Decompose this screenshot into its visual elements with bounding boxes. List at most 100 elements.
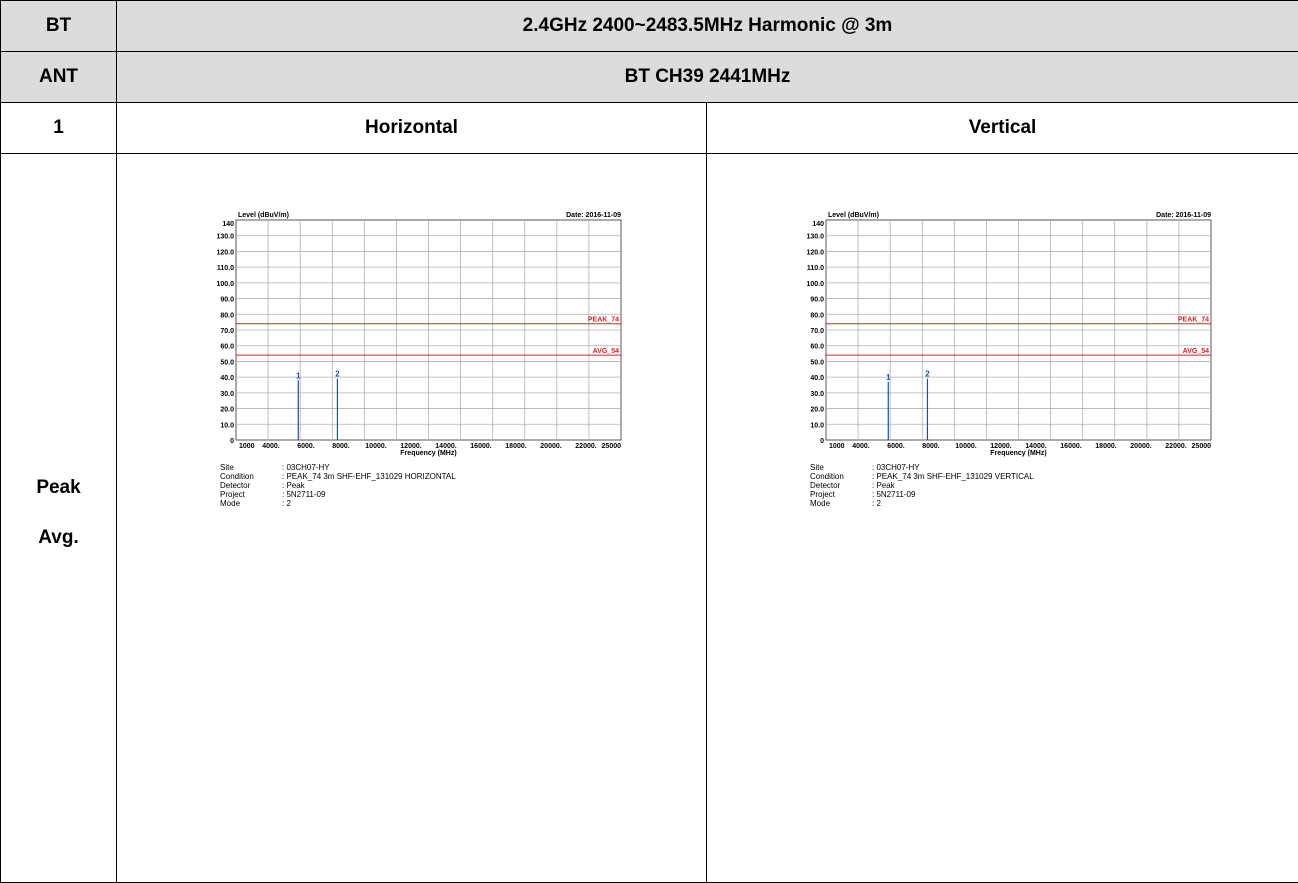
test-info-value: : Peak xyxy=(872,481,895,490)
y-tick-label: 20.0 xyxy=(810,407,824,414)
y-tick-label: 40.0 xyxy=(220,375,234,382)
spectrum-chart: 0 10.0 20.0 30.0 40.0 50.0 60.0 70.0 80.0 90.0 100… xyxy=(216,212,622,457)
x-tick-label: 25000 xyxy=(602,443,622,450)
marker-label: 1 xyxy=(296,371,301,380)
y-tick-labels: 0 10.0 20.0 30.0 40.0 50.0 60.0 70.0 80.0 90.0 100… xyxy=(216,221,234,445)
plot-row: Peak Avg. 0 10.0 20.0 30.0 40.0 50.0 60.0 70.0 8… xyxy=(0,153,1298,883)
y-tick-label: 120.0 xyxy=(806,249,824,256)
x-tick-label: 14000. xyxy=(435,443,456,450)
test-info-row: Mode: 2 xyxy=(220,499,456,508)
y-tick-labels: 0 10.0 20.0 30.0 40.0 50.0 60.0 70.0 80.0 90.0 100… xyxy=(806,221,824,445)
test-info-value: : 5N2711-09 xyxy=(282,490,326,499)
marker-label: 2 xyxy=(925,370,930,379)
grid-lines xyxy=(236,220,621,440)
x-tick-label: 1000 xyxy=(829,443,845,450)
test-info-row: Detector : Peak xyxy=(810,481,1034,490)
x-tick-label: 12000. xyxy=(400,443,421,450)
test-info-key: Condition xyxy=(810,472,844,481)
marker-label: 2 xyxy=(335,370,340,379)
x-tick-label: 18000. xyxy=(1095,443,1116,450)
y-tick-label: 50.0 xyxy=(220,359,234,366)
x-tick-label: 4000. xyxy=(262,443,280,450)
horizontal-header: Horizontal xyxy=(116,102,707,154)
mode-peak-label: Peak xyxy=(36,477,81,498)
y-tick-label: 70.0 xyxy=(220,328,234,335)
x-tick-label: 10000. xyxy=(365,443,386,450)
y-tick-label: 100.0 xyxy=(806,281,824,288)
y-axis-label: Level (dBuV/m) xyxy=(828,212,879,219)
y-tick-label: 30.0 xyxy=(810,391,824,398)
test-info-block: Site: 03CH07-HY Condition: PEAK_74 3m SHF… xyxy=(220,463,456,508)
y-tick-label: 100.0 xyxy=(216,281,234,288)
x-tick-label: 22000. xyxy=(1165,443,1186,450)
test-info-row: Site : 03CH07-HY xyxy=(810,463,1034,472)
test-info-key: Project xyxy=(220,490,245,499)
test-info-key: Detector xyxy=(220,481,251,490)
x-tick-label: 1000 xyxy=(239,443,255,450)
test-info-row: Mode: 2 xyxy=(810,499,1034,508)
y-tick-label: 10.0 xyxy=(220,422,234,429)
test-info-key: Project xyxy=(810,490,835,499)
antenna-label: ANT xyxy=(0,51,117,103)
test-info-row: Project: 5N2711-09 xyxy=(810,490,1034,499)
y-tick-label: 60.0 xyxy=(810,344,824,351)
test-info-key: Site xyxy=(220,463,234,472)
x-tick-label: 25000 xyxy=(1192,443,1212,450)
mode-avg-label: Avg. xyxy=(38,527,79,548)
test-info-row: Condition: PEAK_74 3m SHF-EHF_131029 HOR… xyxy=(220,472,456,481)
y-tick-label: 110.0 xyxy=(807,265,824,272)
test-info-block: Site : 03CH07-HY Condition : PEAK_74 3m SHF… xyxy=(810,463,1034,508)
test-info-value: : Peak xyxy=(282,481,305,490)
y-tick-label: 30.0 xyxy=(220,391,234,398)
x-tick-label: 6000. xyxy=(887,443,905,450)
y-tick-label: 80.0 xyxy=(810,312,824,319)
y-tick-label: 120.0 xyxy=(216,249,234,256)
test-info-value: : 03CH07-HY xyxy=(872,463,920,472)
x-tick-label: 10000. xyxy=(955,443,976,450)
x-axis-label: Frequency (MHz) xyxy=(400,450,456,457)
antenna-number: 1 xyxy=(0,102,117,154)
test-info-key: Mode xyxy=(810,499,831,508)
vertical-plot: 0 10.0 20.0 30.0 40.0 50.0 60.0 70.0 80.0 90.0 100… xyxy=(707,154,1298,882)
limit-line-label: PEAK_74 xyxy=(1178,317,1209,324)
detector-mode-cell: Peak Avg. xyxy=(0,153,117,883)
test-info-key: Mode xyxy=(220,499,241,508)
limit-line-label: PEAK_74 xyxy=(588,317,619,324)
horizontal-plot-cell: 0 10.0 20.0 30.0 40.0 50.0 60.0 70.0 80.0 90.0 100… xyxy=(116,153,707,883)
test-info-value: : PEAK_74 3m SHF-EHF_131029 VERTICAL xyxy=(872,472,1034,481)
y-tick-label: 70.0 xyxy=(810,328,824,335)
y-tick-label: 20.0 xyxy=(220,407,234,414)
test-info-key: Condition xyxy=(220,472,254,481)
test-info-key: Site xyxy=(810,463,824,472)
x-tick-labels: 1000 4000. 6000. 8000. 10000. 12000. 14000. 160… xyxy=(829,443,1211,450)
y-tick-label: 130.0 xyxy=(216,234,234,241)
y-axis-label: Level (dBuV/m) xyxy=(238,212,289,219)
channel-title: BT CH39 2441MHz xyxy=(116,51,1298,103)
x-tick-label: 22000. xyxy=(575,443,596,450)
band-row: BT 2.4GHz 2400~2483.5MHz Harmonic @ 3m xyxy=(0,0,1298,52)
y-tick-label: 10.0 xyxy=(810,422,824,429)
y-tick-label: 140 xyxy=(222,221,234,228)
x-tick-label: 6000. xyxy=(297,443,315,450)
grid-lines xyxy=(826,220,1211,440)
limit-line-label: AVG_54 xyxy=(593,348,619,355)
polarization-row: 1 Horizontal Vertical xyxy=(0,102,1298,154)
test-info-row: Condition : PEAK_74 3m SHF-EHF_131029 VER… xyxy=(810,472,1034,481)
spectrum-chart: 0 10.0 20.0 30.0 40.0 50.0 60.0 70.0 80.0 90.0 100… xyxy=(806,212,1212,457)
y-tick-label: 110.0 xyxy=(217,265,234,272)
y-tick-label: 0 xyxy=(820,438,824,445)
x-tick-label: 18000. xyxy=(505,443,526,450)
x-tick-label: 20000. xyxy=(1130,443,1151,450)
date-label: Date: 2016-11-09 xyxy=(566,212,621,219)
test-info-key: Detector xyxy=(810,481,841,490)
y-tick-label: 0 xyxy=(230,438,234,445)
x-tick-label: 8000. xyxy=(332,443,350,450)
vertical-plot-cell: 0 10.0 20.0 30.0 40.0 50.0 60.0 70.0 80.0 90.0 100… xyxy=(706,153,1298,883)
test-info-row: Site: 03CH07-HY xyxy=(220,463,456,472)
x-tick-labels: 1000 4000. 6000. 8000. 10000. 12000. 14000. 160… xyxy=(239,443,621,450)
y-tick-label: 40.0 xyxy=(810,375,824,382)
antenna-row: ANT BT CH39 2441MHz xyxy=(0,51,1298,103)
date-label: Date: 2016-11-09 xyxy=(1156,212,1211,219)
